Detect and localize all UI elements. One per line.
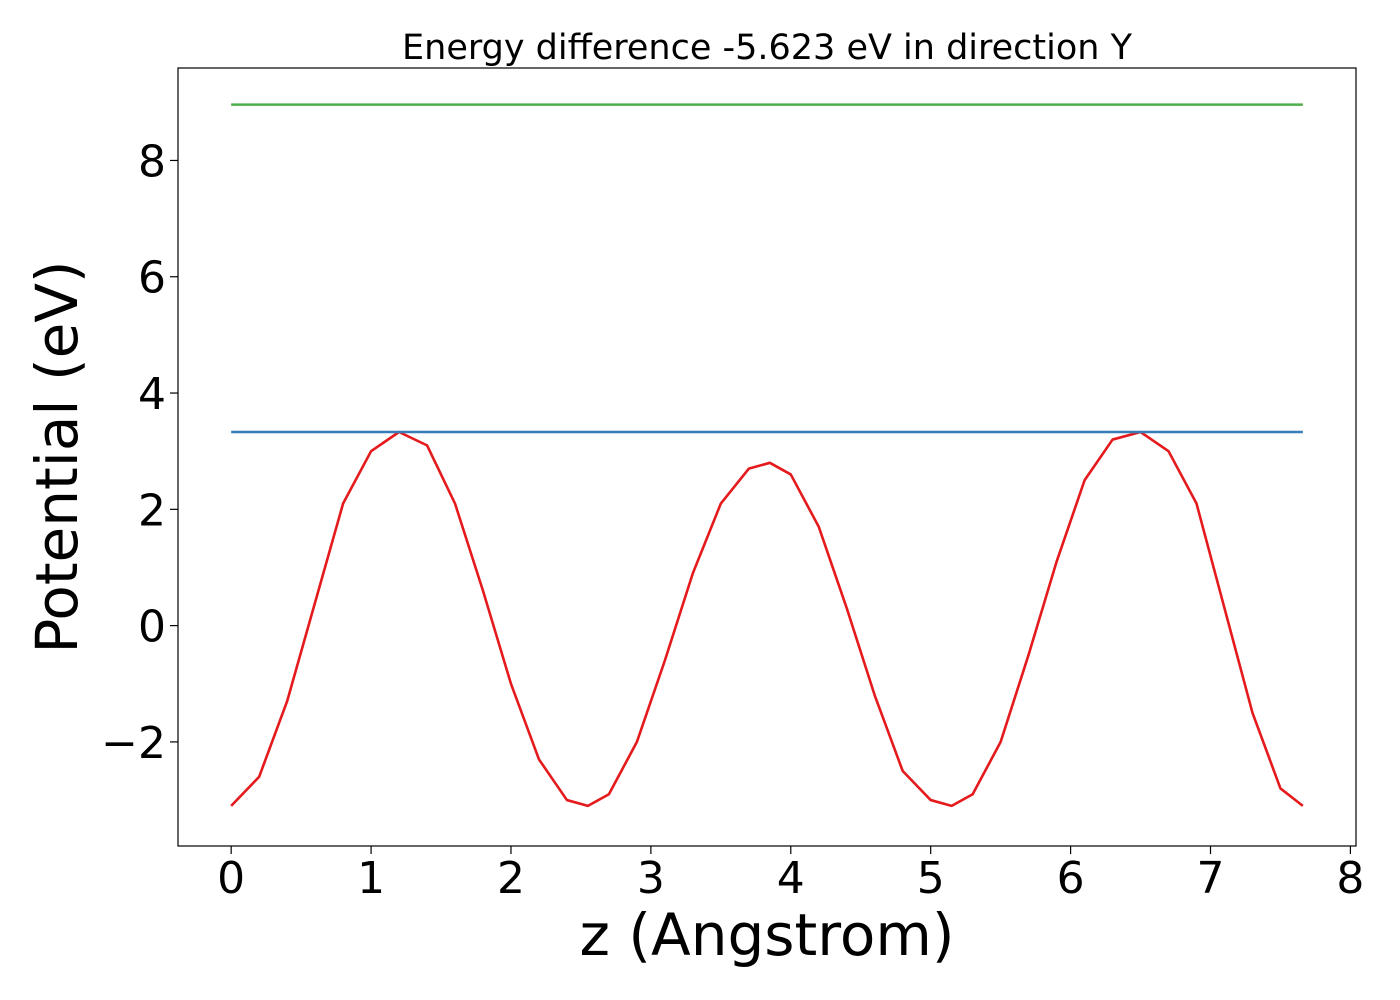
x-tick-label: 0	[217, 853, 245, 904]
y-tick-label: 2	[138, 485, 166, 536]
plot-frame	[177, 67, 1357, 847]
x-tick-label: 7	[1196, 853, 1224, 904]
x-axis: 0 1 2 3 4 5 6 7 8	[217, 846, 1364, 904]
chart-title: Energy difference -5.623 eV in direction…	[402, 28, 1133, 68]
y-axis-label: Potential (eV)	[23, 260, 91, 653]
x-tick-label: 1	[357, 853, 385, 904]
x-tick-label: 3	[637, 853, 665, 904]
x-tick-label: 2	[497, 853, 525, 904]
series-line-1	[230, 430, 1304, 808]
y-tick-label: 6	[138, 253, 166, 304]
y-tick-label: 0	[138, 602, 166, 653]
y-axis: −2 0 2 4 6 8	[101, 136, 178, 769]
x-tick-label: 4	[777, 853, 805, 904]
y-tick-label: 4	[138, 369, 166, 420]
x-tick-label: 5	[917, 853, 945, 904]
series-layer	[230, 103, 1304, 808]
x-axis-label: z (Angstrom)	[580, 901, 955, 969]
x-tick-label: 6	[1057, 853, 1085, 904]
y-tick-label: 8	[138, 136, 166, 187]
y-tick-label: −2	[101, 718, 166, 769]
x-tick-label: 8	[1336, 853, 1364, 904]
